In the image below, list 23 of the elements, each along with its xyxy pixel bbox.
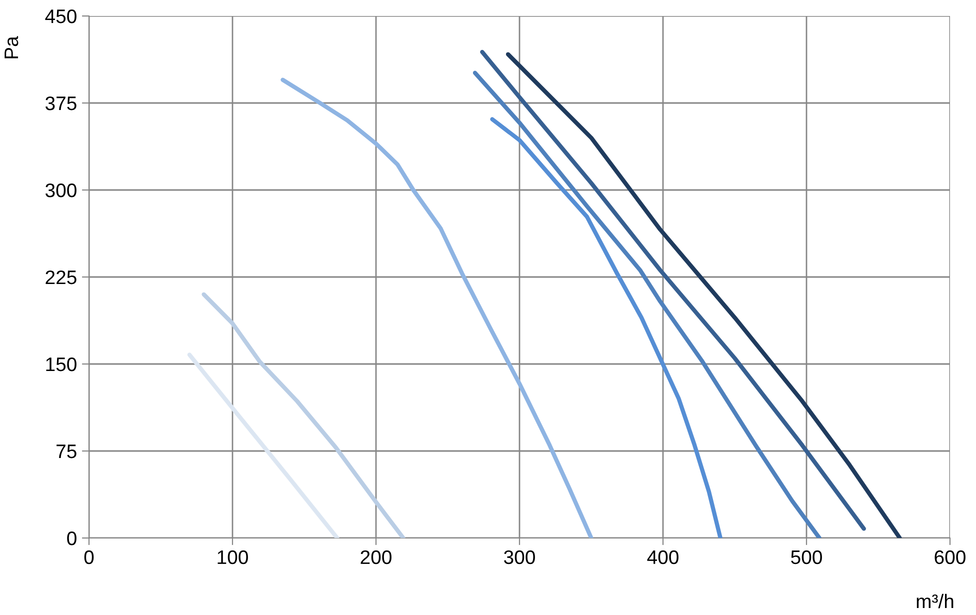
y-tick-label: 0 [67,531,76,546]
line-series [202,292,406,538]
x-tick-label: 600 [934,550,966,564]
y-tick-label: 75 [56,444,76,458]
line-series [480,50,866,531]
x-tick-label: 0 [84,550,94,564]
x-tick-label: 100 [218,550,248,564]
line-series [472,70,822,538]
line-series [506,52,902,538]
y-tick-label: 375 [45,96,76,110]
x-tick-label: 400 [647,550,678,564]
x-axis-title: m³/h [916,594,954,608]
y-tick-label: 300 [45,183,76,198]
x-tick-label: 300 [504,550,535,564]
line-series [280,78,594,538]
x-tick-label: 200 [360,550,392,564]
x-tick-label: 500 [791,550,822,564]
line-series [187,352,340,538]
y-tick-label: 150 [46,357,76,372]
y-tick-label: 450 [45,9,76,24]
y-tick-label: 225 [46,270,76,284]
y-axis-title: Pa [4,36,18,58]
line-series [490,117,722,538]
